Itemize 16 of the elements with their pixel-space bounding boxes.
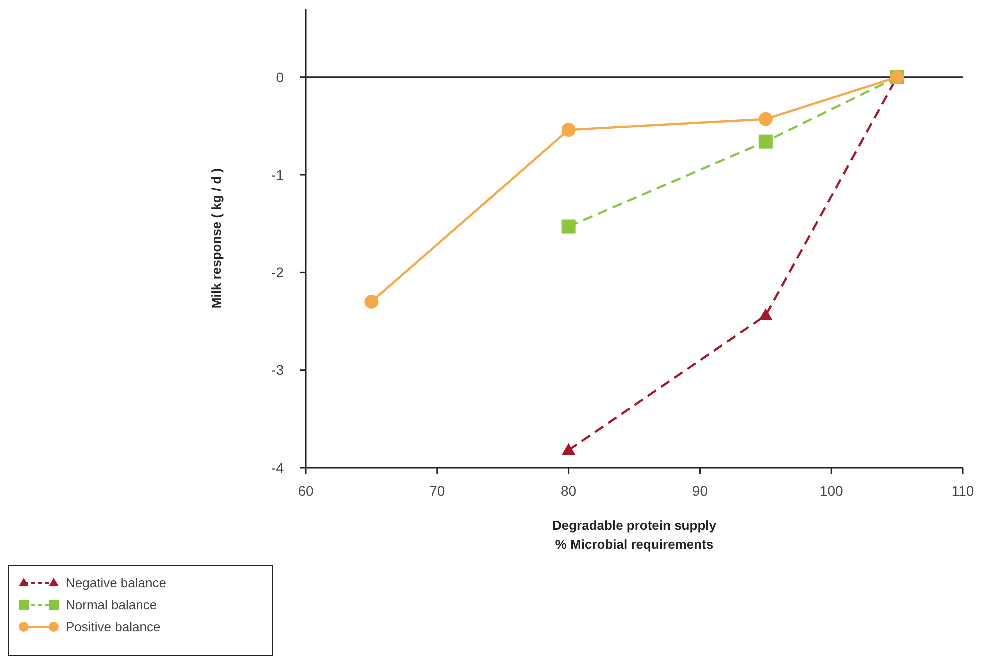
y-tick-label: 0 <box>276 69 284 86</box>
y-tick-label: -4 <box>272 460 284 476</box>
legend-label: Normal balance <box>66 598 158 613</box>
y-tick-label: -1 <box>272 166 284 183</box>
legend-label: Positive balance <box>66 620 161 635</box>
x-tick-label: 90 <box>692 483 708 499</box>
legend-label: Negative balance <box>66 576 166 591</box>
x-tick-label: 70 <box>430 483 446 499</box>
x-tick-label: 100 <box>820 483 844 499</box>
y-tick-label: -2 <box>272 264 284 281</box>
x-tick-label: 60 <box>298 483 314 499</box>
x-tick-label: 110 <box>952 483 974 499</box>
x-tick-label: 80 <box>561 483 577 499</box>
y-axis-title: Milk response ( kg / d ) <box>209 168 224 309</box>
x-axis-title: Degradable protein supply % Microbial requirements <box>552 518 718 552</box>
y-tick-label: -3 <box>272 362 284 378</box>
